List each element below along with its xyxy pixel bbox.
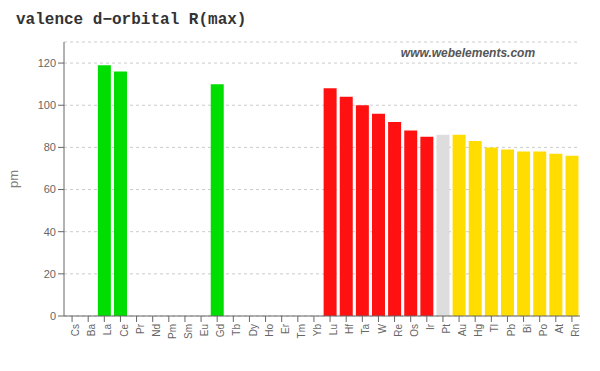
svg-text:La: La	[102, 324, 113, 336]
svg-text:Eu: Eu	[199, 324, 210, 336]
svg-text:120: 120	[38, 57, 56, 69]
svg-text:Pt: Pt	[441, 324, 452, 334]
svg-text:Tb: Tb	[231, 324, 242, 336]
svg-text:20: 20	[44, 268, 56, 280]
svg-text:Lu: Lu	[328, 324, 339, 335]
svg-text:100: 100	[38, 99, 56, 111]
svg-text:Ce: Ce	[119, 324, 130, 337]
svg-text:80: 80	[44, 141, 56, 153]
svg-text:Pr: Pr	[135, 323, 146, 334]
svg-text:Hg: Hg	[473, 324, 484, 337]
svg-text:Nd: Nd	[151, 324, 162, 337]
svg-text:Pb: Pb	[506, 324, 517, 337]
svg-text:0: 0	[50, 310, 56, 322]
svg-text:Sm: Sm	[183, 324, 194, 339]
svg-text:At: At	[554, 324, 565, 334]
svg-text:Tm: Tm	[296, 324, 307, 338]
svg-text:Ir: Ir	[425, 323, 436, 330]
svg-text:Au: Au	[457, 324, 468, 336]
svg-text:Dy: Dy	[248, 324, 259, 336]
html-text:valence d−orbital R(max): valence d−orbital R(max)	[16, 11, 247, 29]
svg-text:Tl: Tl	[489, 324, 500, 332]
svg-text:Os: Os	[409, 324, 420, 337]
svg-text:W: W	[377, 323, 388, 333]
svg-text:Yb: Yb	[312, 324, 323, 337]
svg-text:Er: Er	[280, 323, 291, 334]
svg-text:60: 60	[44, 183, 56, 195]
svg-text:Rn: Rn	[570, 324, 581, 337]
svg-text:Hf: Hf	[344, 324, 355, 334]
svg-text:Bi: Bi	[522, 324, 533, 333]
svg-text:40: 40	[44, 226, 56, 238]
svg-text:Ba: Ba	[86, 324, 97, 337]
svg-text:Gd: Gd	[215, 324, 226, 337]
svg-text:Cs: Cs	[70, 324, 81, 336]
svg-text:Re: Re	[393, 324, 404, 337]
svg-text:Ho: Ho	[264, 324, 275, 337]
svg-text:Pm: Pm	[167, 324, 178, 339]
svg-text:Po: Po	[538, 324, 549, 337]
svg-text:Ta: Ta	[360, 324, 371, 335]
svg-text:pm: pm	[8, 170, 21, 188]
html-text:www.webelements.com: www.webelements.com	[400, 46, 536, 60]
